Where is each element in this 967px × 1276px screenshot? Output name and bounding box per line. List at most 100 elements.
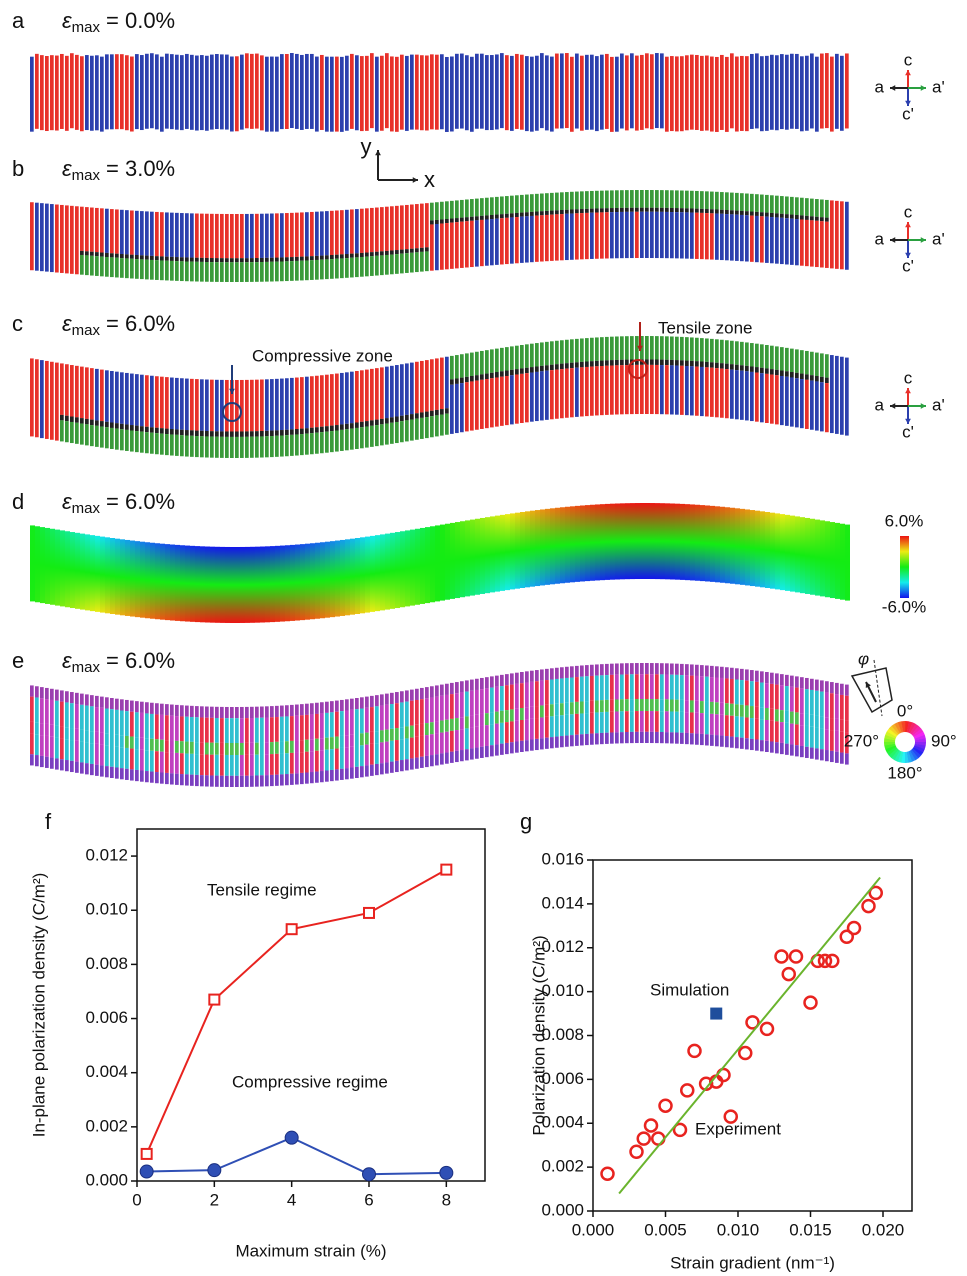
atom-column [145,211,149,256]
atom-column [740,370,744,420]
atom-column [170,704,174,716]
atom-column [190,741,194,754]
atom-column [775,346,779,370]
atom-column [510,375,514,425]
atom-column [825,354,829,378]
atom-column [430,734,434,756]
atom-column [360,745,364,767]
atom-column [240,436,244,458]
atom-column [125,699,129,712]
strain-column [135,541,140,618]
strain-column [510,513,515,590]
atom-column [440,223,444,270]
atom-column [95,707,99,732]
atom-column [175,740,179,753]
strain-column [215,546,220,623]
atom-column [765,212,769,217]
atom-column [745,717,749,739]
atom-column [160,376,164,429]
atom-column [395,760,399,773]
atom-column [130,210,134,255]
atom-column [660,359,664,366]
atom-column [500,347,504,372]
atom-column [730,214,734,261]
atom-column [560,214,564,261]
atom-column [270,430,274,437]
atom-column [350,698,354,710]
atom-column [45,756,49,768]
atom-column [580,55,584,131]
atom-column [545,668,549,681]
atom-column [270,379,274,431]
x-tick-label: 0.015 [789,1220,832,1239]
atom-column [520,345,524,369]
atom-column [540,371,544,421]
atom-column [215,754,219,776]
atom-column [135,712,139,738]
atom-column [420,723,424,736]
atom-column [425,755,429,768]
atom-column [435,685,439,697]
marker [636,1131,651,1146]
atom-column [320,54,324,130]
atom-column [520,720,524,741]
atom-column [740,341,744,366]
atom-column [355,697,359,710]
atom-column [130,748,134,770]
atom-column [750,193,754,212]
atom-column [545,55,549,131]
atom-column [615,212,619,259]
atom-column [445,408,449,414]
atom-column [250,431,254,437]
atom-column [85,255,89,276]
atom-column [770,741,774,753]
x-axis-title: Maximum strain (%) [235,1241,386,1260]
strain-column [255,546,260,623]
atom-column [365,55,369,131]
marker [439,1165,454,1180]
icon-arrow-head [865,682,871,688]
atom-column [325,426,329,432]
atom-column [90,419,94,426]
atom-column [160,212,164,257]
y-tick-label: 0.006 [85,1008,128,1027]
atom-column [815,679,819,691]
atom-column [55,725,59,738]
atom-column [80,418,84,424]
atom-column [640,190,644,208]
atom-column [325,56,329,132]
atom-column [305,376,309,429]
atom-column [590,712,594,734]
atom-column [480,677,484,690]
atom-column [50,736,54,758]
atom-column [505,55,509,131]
atom-column [350,257,354,278]
atom-column [195,261,199,282]
atom-column [245,706,249,719]
atom-column [780,722,784,743]
atom-column [695,361,699,367]
atom-column [100,732,104,745]
atom-column [560,678,564,704]
strain-column [230,546,235,623]
atom-column [340,747,344,769]
atom-column [100,256,104,277]
atom-column [730,364,734,370]
angle-label: φ [858,649,869,668]
atom-column [400,739,404,761]
atom-column [375,207,379,252]
atom-column [370,425,374,447]
atom-column [300,428,304,435]
atom-column [390,761,394,773]
atom-column [210,775,214,787]
atom-column [235,742,239,755]
atom-column [155,751,159,773]
atom-column [690,208,694,213]
atom-column [570,735,574,747]
atom-column [615,190,619,208]
strain-label: εmax = 6.0% [62,311,175,339]
atom-column [65,691,69,703]
atom-column [125,735,129,748]
wheel-wedge [884,741,896,746]
atom-column [815,199,819,217]
